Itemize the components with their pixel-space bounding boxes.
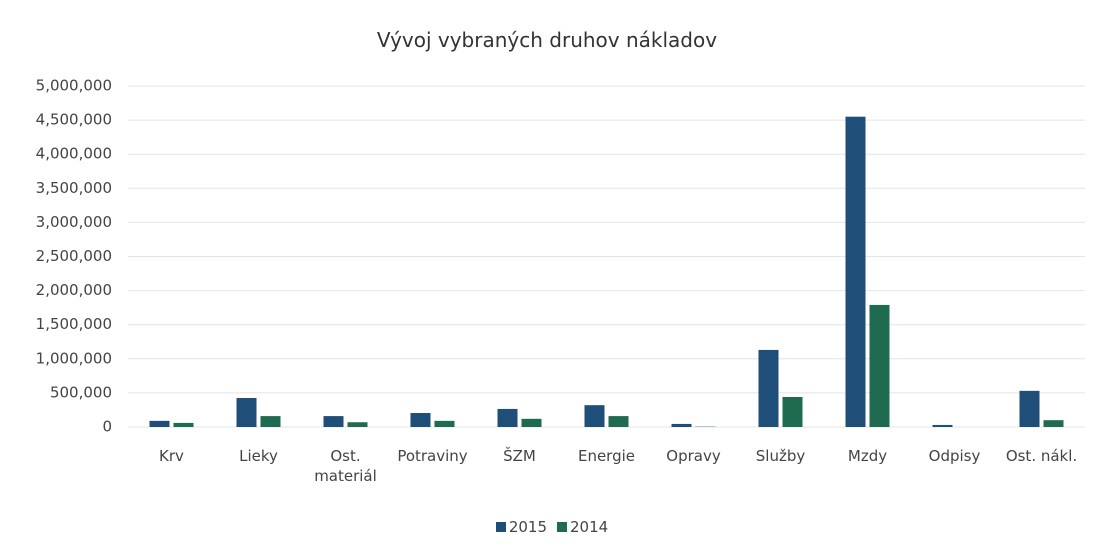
bar <box>1043 420 1064 427</box>
legend-label: 2015 <box>508 518 547 536</box>
x-tick-label: Služby <box>755 447 806 465</box>
x-tick-label: Mzdy <box>847 447 888 465</box>
x-tick-label: Ost. nákl. <box>1005 447 1078 465</box>
x-tick-label: Potraviny <box>397 447 468 465</box>
x-tick-label: Odpisy <box>928 447 981 465</box>
y-tick-label: 0 <box>102 418 112 436</box>
y-tick-label: 3,500,000 <box>36 179 112 197</box>
x-tick-label: Energie <box>577 447 636 465</box>
x-tick-label: Ost. materiál <box>314 447 377 485</box>
bar <box>845 116 866 427</box>
y-tick-label: 4,000,000 <box>36 145 112 163</box>
y-tick-label: 2,000,000 <box>36 281 112 299</box>
x-tick-label: Krv <box>159 447 184 465</box>
y-tick-label: 2,500,000 <box>36 247 112 265</box>
bar <box>671 423 692 427</box>
legend: 2015 2014 <box>0 518 1094 536</box>
legend-swatch <box>557 522 567 532</box>
y-tick-label: 1,500,000 <box>36 315 112 333</box>
y-tick-label: 3,000,000 <box>36 213 112 231</box>
y-tick-label: 1,000,000 <box>36 349 112 367</box>
bar <box>932 424 953 427</box>
bar <box>758 349 779 427</box>
bar <box>869 304 890 427</box>
bar <box>323 416 344 427</box>
bar <box>347 422 368 427</box>
bar <box>782 396 803 427</box>
x-tick-label: Lieky <box>239 447 278 465</box>
bar <box>521 418 542 427</box>
bar <box>584 405 605 427</box>
x-tick-label: ŠZM <box>503 447 536 465</box>
bar <box>1019 390 1040 427</box>
y-tick-label: 4,500,000 <box>36 111 112 129</box>
bar <box>608 416 629 427</box>
x-tick-label: Opravy <box>666 447 721 465</box>
y-tick-label: 500,000 <box>50 383 112 401</box>
bar <box>410 413 431 427</box>
bar <box>260 416 281 427</box>
bar <box>236 398 257 427</box>
bar <box>173 422 194 427</box>
bar <box>434 420 455 427</box>
bar <box>149 420 170 427</box>
y-tick-label: 5,000,000 <box>36 77 112 95</box>
bar <box>497 408 518 427</box>
legend-label: 2014 <box>570 518 609 536</box>
chart-title: Vývoj vybraných druhov nákladov <box>376 28 718 52</box>
legend-swatch <box>495 522 506 532</box>
